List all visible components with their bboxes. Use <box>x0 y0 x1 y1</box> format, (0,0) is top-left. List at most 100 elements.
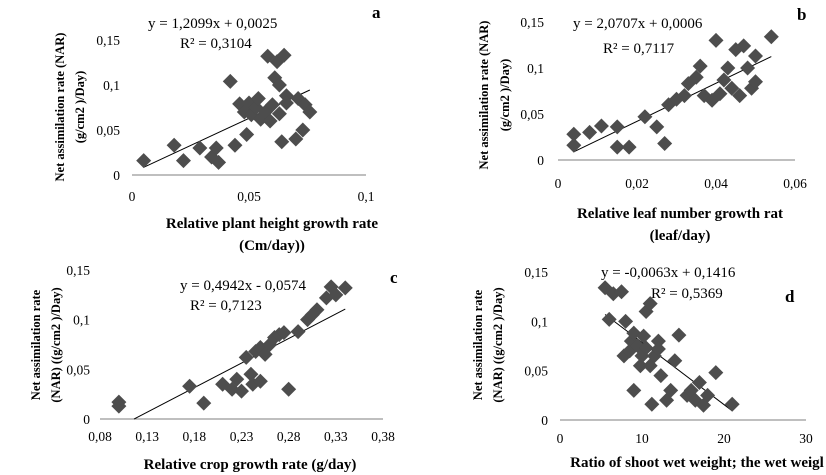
panel-d-y-axis-label: (NAR) ((g/cm2 )/Day) <box>491 287 505 402</box>
panel-a-letter: a <box>372 3 381 22</box>
panel-c-data-point <box>281 381 297 397</box>
panel-d-x-tick-label: 0 <box>557 431 564 446</box>
panel-c-x-tick-label: 0,13 <box>135 429 159 444</box>
panel-a-y-tick-label: 0,1 <box>103 78 120 93</box>
panel-a-data-point <box>274 134 290 150</box>
panel-d-y-tick-label: 0,1 <box>531 314 548 329</box>
panel-a-data-point <box>302 104 318 120</box>
panel-a-data-point <box>192 140 208 156</box>
panel-d-data-point <box>618 313 634 329</box>
panel-c-x-tick-label: 0,23 <box>230 429 254 444</box>
panel-c-y-axis-label: Net assimilation rate <box>29 289 43 400</box>
panel-b-data-point <box>621 139 637 155</box>
panel-c-data-point <box>111 398 127 414</box>
panel-a-data-point <box>175 153 191 169</box>
panel-b-y-axis-label: (g/cm2 )/Day) <box>498 59 512 132</box>
panel-c-data-point <box>337 280 353 296</box>
panel-c-y-tick-label: 0,1 <box>73 313 90 328</box>
panel-d-y-tick-label: 0,05 <box>524 364 548 379</box>
panel-c-x-axis-label: Relative crop growth rate (g/day) <box>144 457 357 473</box>
panel-a-data-point <box>166 137 182 153</box>
panel-c-y-tick-label: 0 <box>83 412 90 427</box>
panel-b-data-point <box>609 139 625 155</box>
panel-b-y-tick-label: 0,15 <box>520 15 544 30</box>
panel-c-data-point <box>243 366 259 382</box>
panel-c-letter: c <box>390 268 398 287</box>
panel-b-data-point <box>716 72 732 88</box>
panel-d-data-point <box>653 368 669 384</box>
panel-b-data-point <box>724 80 740 96</box>
panel-a-x-axis-label: (Cm/day)) <box>239 238 305 254</box>
panel-b-data-point <box>676 88 692 104</box>
panel-d-y-axis-label: Net assimilation rate <box>471 289 485 400</box>
panel-c-x-tick-label: 0,38 <box>371 429 395 444</box>
panel-b-data-point <box>609 119 625 135</box>
panel-d-data-point <box>691 375 707 391</box>
panel-b-x-tick-label: 0 <box>555 176 562 191</box>
panel-a-y-axis-label: Net assimilation rate (NAR) <box>53 33 67 182</box>
panel-c-data-point <box>196 395 212 411</box>
panel-b-data-point <box>566 137 582 153</box>
panel-c-data-point <box>328 287 344 303</box>
panel-b-data-point <box>708 32 724 48</box>
panel-d-equation: y = -0,0063x + 0,1416 <box>601 265 736 281</box>
panel-d-x-tick-label: 10 <box>635 431 649 446</box>
panel-d-x-tick-label: 30 <box>799 431 813 446</box>
panel-a-y-tick-label: 0 <box>113 168 120 183</box>
panel-c-x-tick-label: 0,18 <box>183 429 207 444</box>
panel-a-data-point <box>262 113 278 129</box>
panel-a-data-point <box>250 91 266 106</box>
panel-d-data-point <box>636 328 652 344</box>
panel-d-y-tick-label: 0,15 <box>524 265 548 280</box>
panel-b-data-point <box>763 29 779 45</box>
panel-d-data-point <box>667 353 683 369</box>
panel-d-data-point <box>650 341 666 357</box>
panel-a-data-point <box>211 154 227 170</box>
panel-b-data-point <box>657 135 673 151</box>
panel-a-data-point <box>239 127 255 142</box>
panel-c-x-tick-label: 0,28 <box>277 429 301 444</box>
panel-b-data-point <box>637 109 653 125</box>
panel-b-data-point <box>566 126 582 142</box>
panel-a-data-point <box>278 95 294 111</box>
panel-b-equation: y = 2,0707x + 0,0006 <box>573 16 703 32</box>
panel-b-data-point <box>649 119 665 135</box>
panel-c-data-point <box>309 302 325 318</box>
panel-b-data-point <box>692 58 708 74</box>
panel-b-x-axis-label: (leaf/day) <box>650 228 711 244</box>
panel-b-data-point <box>748 74 763 90</box>
panel-a-data-point <box>288 131 304 147</box>
panel-b-y-tick-label: 0,05 <box>520 107 544 122</box>
panel-a-y-axis-label: (g/cm2 )/Day) <box>73 71 87 144</box>
panel-b-x-tick-label: 0,06 <box>783 176 807 191</box>
panel-a-data-point <box>208 140 224 156</box>
panel-d-data-point <box>708 365 724 381</box>
panel-d-data-point <box>700 387 716 403</box>
panel-b-data-point <box>748 48 763 64</box>
panel-b-y-tick-label: 0 <box>537 153 544 168</box>
panel-d-data-point <box>626 382 642 398</box>
panel-b-data-point <box>736 38 752 54</box>
panel-a-data-point <box>136 153 152 169</box>
panel-d-data-point <box>601 311 617 327</box>
panel-d-x-tick-label: 20 <box>717 431 731 446</box>
panel-a-x-tick-label: 0,05 <box>237 189 261 204</box>
panel-a-data-point <box>222 73 238 89</box>
panel-c-data-point <box>238 349 254 365</box>
panel-a-data-point <box>271 77 287 93</box>
panel-a-data-point <box>276 47 292 63</box>
panel-d-y-tick-label: 0 <box>541 413 548 428</box>
panel-a-data-point <box>271 106 287 122</box>
panel-b-x-tick-label: 0,04 <box>704 176 728 191</box>
panel-d-data-point <box>663 382 679 398</box>
panel-d-data-point <box>671 327 687 343</box>
panel-c-y-tick-label: 0,15 <box>66 263 90 278</box>
panel-a-x-tick-label: 0 <box>129 189 136 204</box>
panel-d-r-squared: R² = 0,5369 <box>651 286 723 302</box>
panel-d-x-axis-label: Ratio of shoot wet weight; the wet weigl <box>570 455 824 471</box>
panel-a-x-axis-label: Relative plant height growth rate <box>166 216 379 232</box>
panel-a-x-tick-label: 0,1 <box>358 189 375 204</box>
panel-d-data-point <box>638 340 654 356</box>
panel-b-data-point <box>593 118 609 134</box>
